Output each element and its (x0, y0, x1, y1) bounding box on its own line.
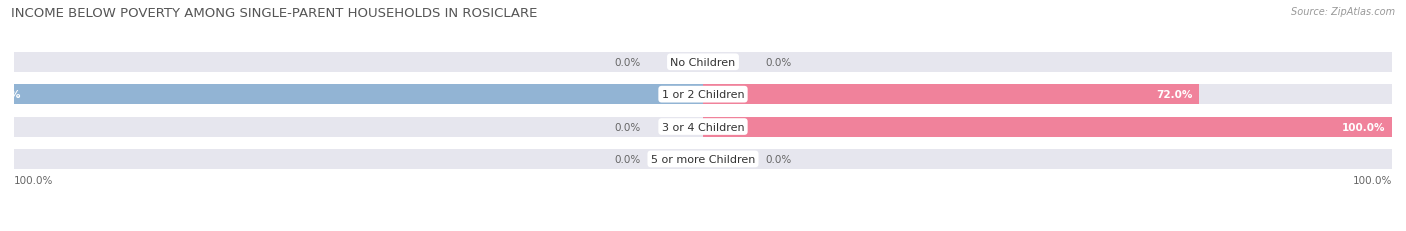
Bar (703, 149, 1392, 169)
Text: Source: ZipAtlas.com: Source: ZipAtlas.com (1291, 7, 1395, 17)
Text: 1 or 2 Children: 1 or 2 Children (662, 90, 744, 100)
Bar (14, 52, 703, 73)
Bar (703, 117, 1392, 137)
Bar (703, 85, 1199, 105)
Text: 100.0%: 100.0% (1353, 175, 1392, 185)
Text: 0.0%: 0.0% (614, 122, 641, 132)
Text: 0.0%: 0.0% (765, 58, 792, 67)
Text: INCOME BELOW POVERTY AMONG SINGLE-PARENT HOUSEHOLDS IN ROSICLARE: INCOME BELOW POVERTY AMONG SINGLE-PARENT… (11, 7, 537, 20)
Bar (14, 85, 703, 105)
Bar (703, 52, 1392, 73)
Text: 5 or more Children: 5 or more Children (651, 154, 755, 164)
Text: 100.0%: 100.0% (1341, 122, 1385, 132)
Bar (703, 117, 1392, 137)
Text: 72.0%: 72.0% (1156, 90, 1192, 100)
Text: No Children: No Children (671, 58, 735, 67)
Text: 0.0%: 0.0% (614, 154, 641, 164)
Bar (14, 117, 703, 137)
Text: 100.0%: 100.0% (0, 90, 21, 100)
Text: 0.0%: 0.0% (614, 58, 641, 67)
Legend: Single Father, Single Mother: Single Father, Single Mother (605, 228, 801, 231)
Text: 3 or 4 Children: 3 or 4 Children (662, 122, 744, 132)
Text: 100.0%: 100.0% (14, 175, 53, 185)
Bar (14, 149, 703, 169)
Text: 0.0%: 0.0% (765, 154, 792, 164)
Bar (14, 85, 703, 105)
Bar (703, 85, 1392, 105)
